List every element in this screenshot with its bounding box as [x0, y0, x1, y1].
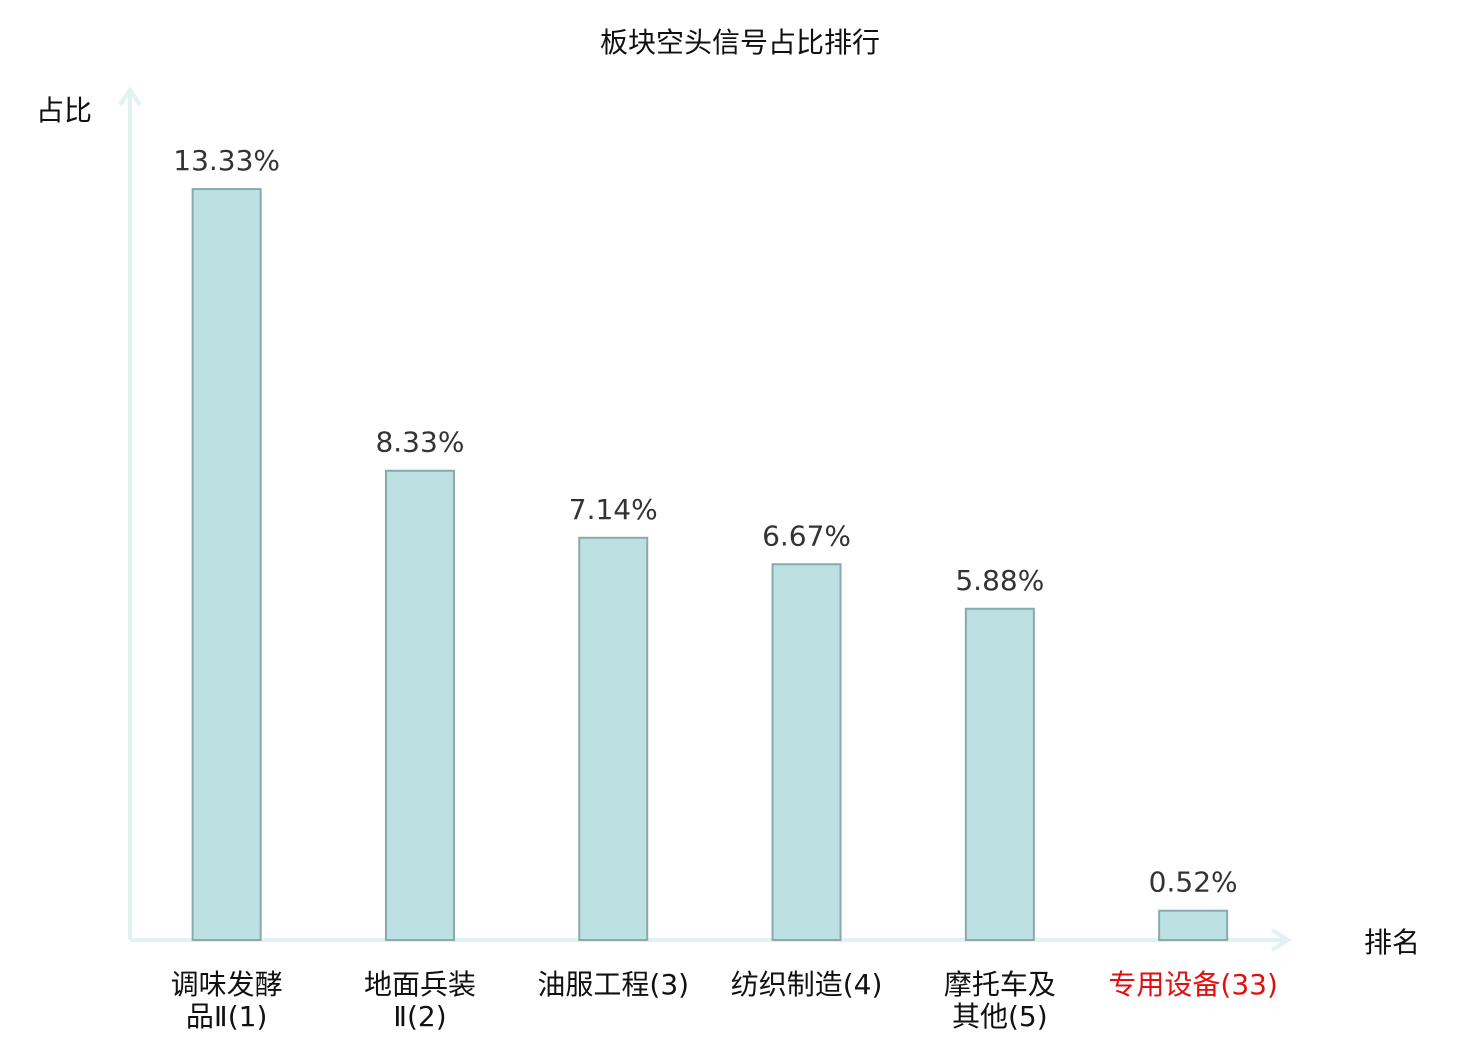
category-label-1-line-1: 调味发酵	[171, 968, 283, 1001]
bar-4	[771, 563, 842, 941]
data-label-5: 5.88%	[955, 564, 1044, 597]
x-axis-arrow	[1270, 928, 1292, 952]
y-axis-label: 占比	[36, 94, 92, 127]
category-label-3-line-1: 油服工程(3)	[537, 968, 689, 1001]
data-label-2: 8.33%	[375, 426, 464, 459]
bars	[191, 188, 1229, 942]
data-label-1: 13.33%	[173, 144, 280, 177]
bar-6	[1158, 909, 1229, 941]
category-label-6-line-1: 专用设备(33)	[1108, 968, 1277, 1001]
bar-3	[578, 536, 649, 942]
axes	[118, 86, 1292, 952]
y-axis-arrow	[118, 86, 142, 107]
category-label-5-line-1: 摩托车及	[944, 968, 1056, 1001]
category-label-5-line-2: 其他(5)	[952, 1000, 1048, 1033]
bar-2	[384, 469, 455, 941]
data-label-6: 0.52%	[1149, 866, 1238, 899]
category-label-1-line-2: 品Ⅱ(1)	[186, 1000, 267, 1033]
category-label-2-line-1: 地面兵装	[364, 968, 476, 1001]
chart-title: 板块空头信号占比排行	[600, 26, 880, 59]
data-label-4: 6.67%	[762, 519, 851, 552]
x-axis-label: 排名	[1364, 926, 1420, 959]
category-label-2-line-2: Ⅱ(2)	[393, 1000, 446, 1033]
data-label-3: 7.14%	[569, 493, 658, 526]
data-labels: 13.33% 8.33% 7.14% 6.67% 5.88% 0.52%	[173, 144, 1237, 899]
bar-5	[964, 607, 1035, 941]
bar-1	[191, 188, 262, 941]
category-label-4-line-1: 纺织制造(4)	[731, 968, 883, 1001]
